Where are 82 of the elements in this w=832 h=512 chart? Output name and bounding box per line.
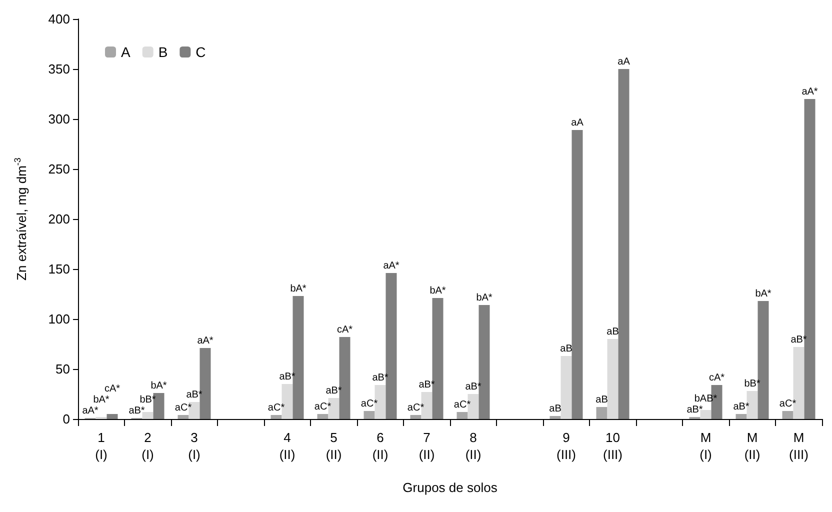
- x-tick-label: M (III): [789, 430, 808, 462]
- y-axis-title: Zn extraível, mg dm-3: [12, 158, 29, 280]
- data-label: aA: [571, 118, 584, 128]
- bar: [106, 414, 118, 419]
- data-label: aA*: [197, 336, 214, 346]
- data-label: aB*: [326, 386, 342, 396]
- x-tick-label: M (II): [744, 430, 760, 462]
- data-label: bA*: [93, 394, 110, 406]
- bar: [572, 130, 583, 419]
- x-tick-label: 1 (I): [95, 430, 108, 462]
- data-label: bB*: [744, 378, 760, 390]
- x-tick-label: 3 (I): [188, 430, 200, 462]
- bar: [560, 356, 572, 419]
- bar: [178, 415, 189, 419]
- data-label: cA*: [708, 372, 725, 384]
- data-label: aC*: [268, 402, 285, 414]
- data-label: bA*: [755, 288, 772, 300]
- data-label: aC*: [779, 398, 796, 410]
- legend-label: C: [196, 44, 206, 60]
- bar: [317, 414, 328, 419]
- data-label: aA*: [802, 86, 818, 98]
- data-label: aA*: [383, 260, 400, 272]
- legend-label: B: [158, 44, 168, 60]
- x-axis-title: Grupos de solos: [402, 480, 498, 495]
- y-tick-label: 300: [48, 112, 70, 126]
- data-label: aB*: [372, 372, 388, 384]
- bar: [607, 339, 618, 419]
- bar: [550, 416, 561, 419]
- data-label: aB: [549, 404, 562, 414]
- data-label: bA*: [476, 292, 492, 304]
- data-label: bA*: [290, 284, 306, 294]
- data-label: aB*: [465, 382, 482, 392]
- y-tick-label: 350: [48, 62, 70, 76]
- data-label: aB*: [790, 334, 807, 346]
- data-label: aC*: [454, 400, 471, 410]
- data-label: aC*: [174, 402, 192, 414]
- data-label: cA*: [336, 324, 353, 336]
- bar: [596, 407, 608, 419]
- data-label: aB*: [186, 390, 202, 400]
- bar: [618, 69, 630, 419]
- data-label: bB*: [140, 394, 156, 406]
- bar: [410, 415, 422, 419]
- x-tick-label: 4 (II): [279, 430, 296, 462]
- data-label: aB*: [733, 402, 750, 412]
- data-label: aB*: [686, 404, 703, 416]
- data-label: cA*: [104, 384, 120, 394]
- bar: [270, 415, 282, 419]
- data-label: aB*: [418, 380, 435, 390]
- x-tick-label: 8 (II): [465, 430, 482, 462]
- y-tick-label: 50: [56, 362, 70, 376]
- y-tick-label: 100: [48, 312, 70, 326]
- data-label: aC*: [407, 402, 424, 414]
- data-label: aB: [606, 326, 620, 338]
- bar: [782, 411, 794, 419]
- x-tick-label: 6 (II): [372, 430, 388, 462]
- data-label: bAB*: [694, 394, 718, 404]
- data-label: aC*: [360, 398, 378, 410]
- bar: [142, 412, 154, 419]
- bar: [364, 411, 375, 419]
- bar: [736, 414, 747, 419]
- data-label: aC*: [314, 402, 332, 412]
- y-tick-label: 400: [48, 12, 70, 26]
- y-tick-label: 150: [48, 262, 70, 276]
- data-label: aB: [596, 394, 608, 406]
- data-label: aB: [560, 344, 573, 354]
- x-tick-label: 7 (II): [418, 430, 435, 462]
- data-label: aB*: [128, 406, 145, 416]
- data-label: aA: [618, 56, 630, 68]
- x-tick-label: 2 (I): [142, 430, 154, 462]
- data-label: bA*: [430, 286, 446, 296]
- data-label: bA*: [150, 380, 167, 392]
- data-label: aB*: [279, 372, 296, 382]
- x-tick-label: 9 (III): [556, 430, 576, 462]
- bar: [456, 412, 468, 419]
- y-tick-label: 250: [48, 162, 70, 176]
- x-tick-label: M (I): [700, 430, 712, 462]
- x-tick-label: 10 (III): [603, 430, 622, 462]
- legend-label: A: [121, 44, 131, 60]
- x-tick-label: 5 (II): [326, 430, 342, 462]
- y-tick-label: 200: [48, 212, 70, 226]
- data-label: aA*: [82, 406, 98, 416]
- y-tick-label: 0: [62, 412, 70, 426]
